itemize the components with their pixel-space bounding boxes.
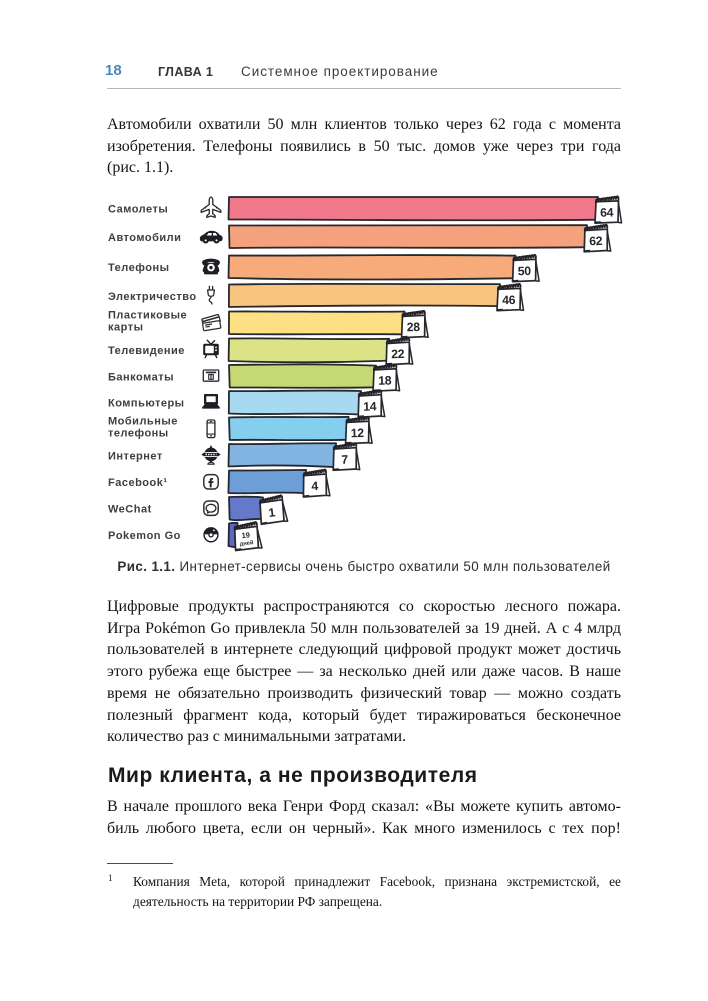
svg-text:WeChat: WeChat xyxy=(108,504,152,516)
svg-text:Телевидение: Телевидение xyxy=(108,345,185,357)
svg-text:18: 18 xyxy=(378,373,392,387)
svg-text:Банкоматы: Банкоматы xyxy=(108,372,174,384)
svg-text:Pokemon Go: Pokemon Go xyxy=(108,530,181,542)
svg-text:64: 64 xyxy=(600,205,614,219)
svg-text:7: 7 xyxy=(341,452,348,466)
svg-text:1: 1 xyxy=(268,505,277,520)
svg-text:19: 19 xyxy=(241,530,250,540)
svg-text:22: 22 xyxy=(391,347,405,361)
svg-text:28: 28 xyxy=(407,320,421,334)
svg-text:карты: карты xyxy=(108,321,143,333)
svg-text:Пластиковые: Пластиковые xyxy=(108,310,187,322)
svg-text:14: 14 xyxy=(363,399,377,413)
svg-text:Электричество: Электричество xyxy=(108,291,197,303)
svg-text:телефоны: телефоны xyxy=(108,427,169,439)
svg-text:62: 62 xyxy=(589,234,603,248)
svg-text:Компьютеры: Компьютеры xyxy=(108,398,185,410)
svg-text:Мобильные: Мобильные xyxy=(108,416,178,428)
svg-text:Самолеты: Самолеты xyxy=(108,204,168,216)
svg-text:46: 46 xyxy=(502,293,516,307)
svg-text:Интернет: Интернет xyxy=(108,451,163,463)
svg-text:Автомобили: Автомобили xyxy=(108,232,181,244)
svg-text:4: 4 xyxy=(311,479,319,493)
svg-text:12: 12 xyxy=(351,426,365,440)
svg-text:50: 50 xyxy=(518,264,532,278)
svg-text:Facebook¹: Facebook¹ xyxy=(108,477,168,489)
svg-text:дней: дней xyxy=(239,539,254,547)
svg-text:Телефоны: Телефоны xyxy=(108,262,170,274)
